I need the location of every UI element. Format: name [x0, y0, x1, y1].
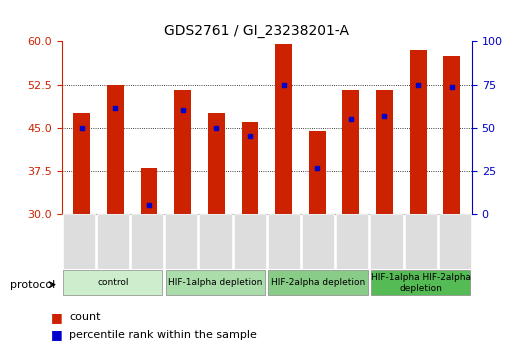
FancyBboxPatch shape [131, 214, 163, 269]
Text: GDS2761 / GI_23238201-A: GDS2761 / GI_23238201-A [164, 24, 349, 38]
FancyBboxPatch shape [63, 270, 163, 295]
FancyBboxPatch shape [63, 214, 95, 269]
FancyBboxPatch shape [166, 270, 265, 295]
FancyBboxPatch shape [200, 214, 231, 269]
Text: protocol: protocol [10, 280, 55, 289]
Text: HIF-1alpha HIF-2alpha
depletion: HIF-1alpha HIF-2alpha depletion [371, 273, 470, 293]
Bar [410, 50, 426, 214]
FancyBboxPatch shape [233, 214, 266, 269]
FancyBboxPatch shape [370, 214, 403, 269]
FancyBboxPatch shape [336, 214, 368, 269]
Bar [343, 90, 359, 214]
Text: HIF-2alpha depletion: HIF-2alpha depletion [271, 278, 365, 287]
FancyBboxPatch shape [165, 214, 198, 269]
FancyBboxPatch shape [97, 214, 129, 269]
FancyBboxPatch shape [439, 214, 471, 269]
FancyBboxPatch shape [268, 270, 368, 295]
Bar [141, 168, 157, 214]
FancyBboxPatch shape [371, 270, 470, 295]
Text: HIF-1alpha depletion: HIF-1alpha depletion [168, 278, 263, 287]
Text: ■: ■ [51, 328, 63, 341]
Bar [174, 90, 191, 214]
FancyBboxPatch shape [302, 214, 334, 269]
Bar [275, 44, 292, 214]
FancyBboxPatch shape [268, 214, 300, 269]
Text: count: count [69, 313, 101, 322]
Text: control: control [97, 278, 129, 287]
Bar [242, 122, 259, 214]
Bar [107, 85, 124, 214]
Bar [73, 113, 90, 214]
Bar [443, 56, 460, 214]
Bar [309, 130, 326, 214]
FancyBboxPatch shape [405, 214, 437, 269]
Bar [376, 90, 393, 214]
Bar [208, 113, 225, 214]
Text: ■: ■ [51, 311, 63, 324]
Text: percentile rank within the sample: percentile rank within the sample [69, 330, 257, 339]
